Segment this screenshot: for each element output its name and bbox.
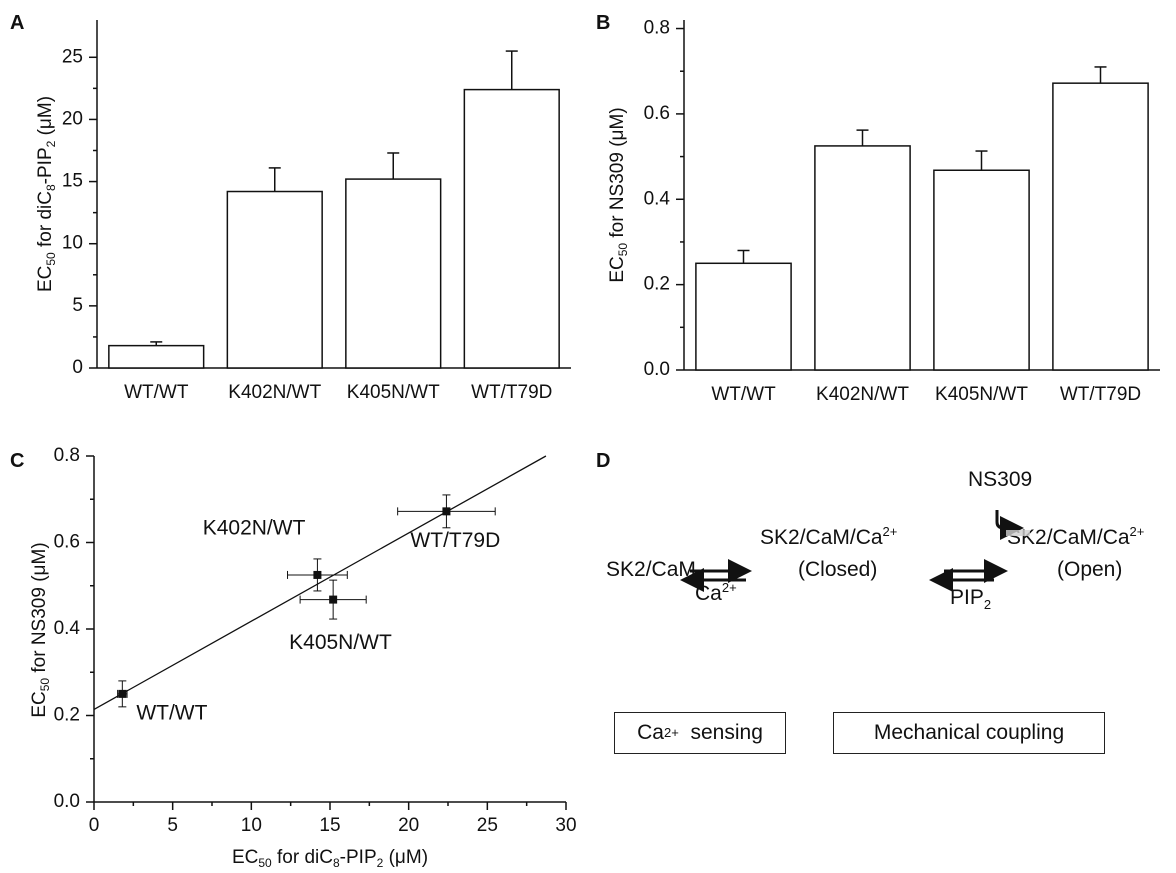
y-axis-label-b: EC50 for NS309 (μM) <box>607 107 630 282</box>
point-label: K402N/WT <box>203 516 306 539</box>
y-tick-label: 0.0 <box>644 359 670 380</box>
y-tick-label: 0.0 <box>54 791 80 812</box>
data-point <box>118 689 127 698</box>
bar <box>226 190 323 369</box>
panel-letter-c: C <box>10 450 25 472</box>
bar <box>933 169 1030 371</box>
ns309-label: NS309 <box>968 468 1033 491</box>
state-sk2-cam-ca-closed: SK2/CaM/Ca2+ <box>760 524 898 549</box>
equilibrium-2-arrows <box>929 559 1008 592</box>
bar <box>345 178 442 369</box>
y-tick-label: 20 <box>62 108 83 129</box>
x-axis-label-c: EC50 for diC8-PIP2 (μM) <box>232 847 428 870</box>
x-tick-label: K402N/WT <box>228 382 321 403</box>
y-tick-label: 0.4 <box>54 618 81 639</box>
closed-label: (Closed) <box>798 558 878 581</box>
point-label: K405N/WT <box>289 631 392 654</box>
y-tick-label: 25 <box>62 46 83 67</box>
x-tick-label: WT/T79D <box>471 382 552 403</box>
x-tick-label: WT/T79D <box>1060 384 1141 405</box>
x-tick-label: WT/WT <box>124 382 189 403</box>
x-tick-label: 10 <box>241 815 262 836</box>
y-tick-label: 0.6 <box>644 103 670 124</box>
x-tick-label: 5 <box>167 815 178 836</box>
ns309-bent-arrow <box>995 510 1030 540</box>
data-point <box>329 595 338 604</box>
panel-letter-b: B <box>596 12 611 34</box>
y-axis-label-a: EC50 for diC8-PIP2 (μM) <box>35 96 58 292</box>
bar <box>1052 82 1149 371</box>
open-label: (Open) <box>1057 558 1123 581</box>
y-tick-label: 0 <box>72 357 83 378</box>
fit-line <box>93 455 547 711</box>
data-point <box>442 507 451 516</box>
x-tick-label: K402N/WT <box>816 384 909 405</box>
panel-letter-a: A <box>10 12 25 34</box>
x-tick-label: 15 <box>319 815 340 836</box>
y-axis-label-c: EC50 for NS309 (μM) <box>29 542 52 717</box>
point-label: WT/T79D <box>410 529 500 552</box>
ca-label: Ca2+ <box>695 580 737 605</box>
x-tick-label: K405N/WT <box>347 382 440 403</box>
panel-letter-d: D <box>596 450 611 472</box>
ca-sensing-box: Ca 2+ sensing <box>614 712 786 754</box>
x-tick-label: 0 <box>89 815 100 836</box>
y-tick-label: 0.4 <box>644 188 671 209</box>
bar <box>463 88 560 369</box>
pip2-label: PIP2 <box>950 586 992 612</box>
mechanical-coupling-box: Mechanical coupling <box>833 712 1105 754</box>
y-tick-label: 5 <box>72 295 83 316</box>
x-tick-label: 25 <box>477 815 498 836</box>
data-point <box>313 570 322 579</box>
state-sk2-cam: SK2/CaM <box>606 558 696 581</box>
y-tick-label: 15 <box>62 171 83 192</box>
x-tick-label: WT/WT <box>711 384 776 405</box>
y-tick-label: 10 <box>62 233 83 254</box>
bar <box>695 262 792 371</box>
state-sk2-cam-ca-open: SK2/CaM/Ca2+ <box>1007 524 1145 549</box>
x-tick-label: K405N/WT <box>935 384 1028 405</box>
point-label: WT/WT <box>136 701 207 724</box>
y-tick-label: 0.2 <box>644 274 670 295</box>
y-tick-label: 0.2 <box>54 705 80 726</box>
y-tick-label: 0.6 <box>54 532 80 553</box>
x-tick-label: 30 <box>555 815 576 836</box>
x-tick-label: 20 <box>398 815 419 836</box>
y-tick-label: 0.8 <box>54 445 80 466</box>
y-tick-label: 0.8 <box>644 18 670 39</box>
equilibrium-1-arrows <box>680 559 752 592</box>
bar <box>814 145 911 371</box>
